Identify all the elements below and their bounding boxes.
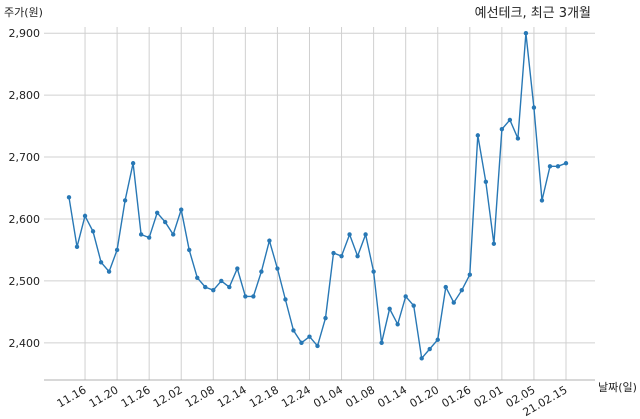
data-point bbox=[211, 288, 216, 293]
data-point bbox=[283, 297, 288, 302]
data-point bbox=[347, 232, 352, 237]
data-point bbox=[187, 247, 192, 253]
data-point bbox=[82, 213, 88, 219]
y-tick-label: 2,700 bbox=[9, 151, 41, 164]
series-line bbox=[68, 33, 567, 360]
data-point bbox=[459, 288, 464, 293]
data-point bbox=[499, 126, 505, 132]
data-point bbox=[138, 232, 144, 237]
data-point bbox=[323, 315, 328, 321]
y-tick-label: 2,900 bbox=[9, 27, 41, 40]
y-tick-label: 2,600 bbox=[9, 213, 41, 226]
data-point bbox=[259, 269, 264, 274]
data-point bbox=[66, 195, 72, 200]
data-point bbox=[563, 161, 569, 166]
data-point bbox=[243, 294, 248, 299]
data-point bbox=[539, 198, 545, 203]
data-point bbox=[355, 253, 360, 259]
x-tick-label: 01.08 bbox=[343, 383, 377, 410]
data-point bbox=[267, 238, 272, 243]
grid-layer bbox=[44, 27, 595, 380]
data-point bbox=[90, 229, 96, 234]
y-tick-label: 2,400 bbox=[9, 337, 41, 350]
data-point bbox=[106, 269, 112, 274]
data-point bbox=[122, 198, 128, 203]
data-point bbox=[203, 284, 208, 290]
data-point bbox=[171, 232, 176, 237]
data-point bbox=[507, 117, 513, 123]
data-point bbox=[547, 164, 553, 169]
data-point bbox=[395, 322, 400, 327]
data-point bbox=[491, 241, 497, 246]
data-point bbox=[427, 346, 432, 352]
data-point bbox=[114, 247, 120, 253]
x-tick-label: 12.02 bbox=[151, 383, 185, 410]
y-axis-label: 주가(원) bbox=[4, 6, 43, 19]
x-axis-label: 날짜(일) bbox=[598, 380, 637, 394]
x-tick-label: 11.26 bbox=[119, 383, 153, 410]
data-point bbox=[467, 272, 473, 277]
x-tick-label: 01.26 bbox=[440, 383, 474, 410]
data-point bbox=[291, 328, 296, 333]
y-tick-label: 2,800 bbox=[9, 89, 41, 102]
data-point bbox=[235, 266, 240, 271]
y-tick-label: 2,500 bbox=[9, 275, 41, 288]
data-point bbox=[162, 219, 168, 225]
data-point bbox=[331, 250, 336, 256]
series-layer bbox=[66, 30, 569, 361]
x-tick-label: 12.08 bbox=[183, 383, 217, 410]
data-point bbox=[411, 303, 416, 308]
data-point bbox=[483, 179, 489, 185]
data-point bbox=[219, 278, 224, 284]
data-point bbox=[531, 105, 537, 110]
data-point bbox=[443, 284, 448, 290]
data-point bbox=[403, 294, 408, 299]
data-point bbox=[315, 343, 320, 349]
data-point bbox=[371, 269, 376, 274]
data-point bbox=[475, 133, 481, 138]
data-point bbox=[98, 260, 104, 265]
data-point bbox=[339, 253, 344, 259]
data-point bbox=[515, 136, 521, 141]
x-tick-label: 01.04 bbox=[311, 383, 345, 410]
data-point bbox=[555, 164, 561, 169]
data-point bbox=[435, 337, 440, 342]
data-point bbox=[387, 306, 392, 311]
data-point bbox=[130, 161, 136, 166]
data-point bbox=[227, 284, 232, 290]
data-point bbox=[363, 232, 368, 237]
x-tick-label: 12.24 bbox=[279, 383, 313, 410]
x-tick-label: 12.14 bbox=[215, 383, 249, 410]
x-tick-label: 01.20 bbox=[407, 383, 441, 410]
chart-title: 예선테크, 최근 3개월 bbox=[475, 6, 591, 21]
x-tick-label: 01.14 bbox=[375, 383, 409, 410]
x-tick-label: 11.16 bbox=[55, 383, 89, 410]
data-point bbox=[146, 235, 152, 240]
x-tick-label: 11.20 bbox=[87, 383, 121, 410]
x-tick-label: 02.01 bbox=[472, 383, 506, 410]
data-point bbox=[379, 340, 384, 346]
data-point bbox=[307, 334, 312, 339]
data-point bbox=[275, 266, 280, 271]
data-point bbox=[154, 210, 160, 215]
data-point bbox=[299, 340, 304, 346]
data-point bbox=[451, 300, 456, 305]
data-point bbox=[251, 294, 256, 299]
data-point bbox=[523, 30, 529, 36]
x-tick-label: 12.18 bbox=[247, 383, 281, 410]
label-layer: 예선테크, 최근 3개월 주가(원) 날짜(일) 2,400 2,500 2,600… bbox=[4, 6, 637, 419]
data-point bbox=[419, 356, 424, 361]
data-point bbox=[74, 244, 80, 250]
data-point bbox=[179, 207, 184, 212]
data-point bbox=[195, 275, 200, 281]
